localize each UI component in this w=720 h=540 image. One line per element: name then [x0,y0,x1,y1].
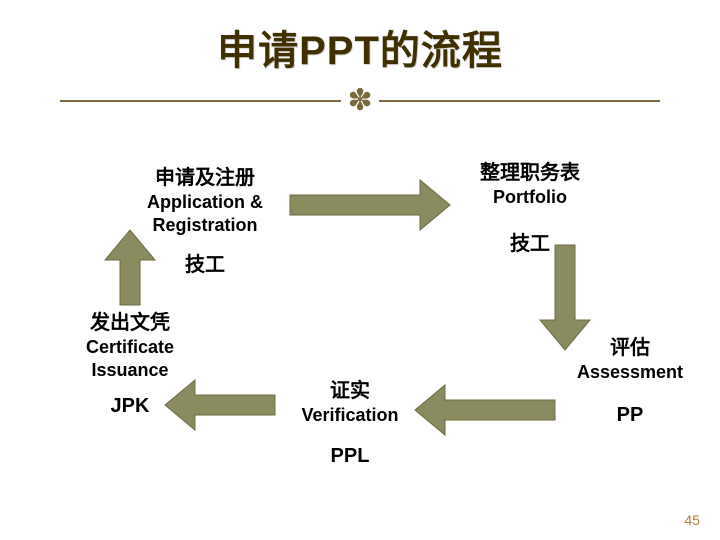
node-cert-en1: Certificate [55,336,205,359]
arrow-assess-verify [415,385,555,435]
page-number: 45 [684,512,700,528]
node-verify: 证实 Verification PPL [275,378,425,469]
node-cert-en2: Issuance [55,359,205,382]
node-assess-en: Assessment [555,361,705,384]
node-apply-en2: Registration [125,214,285,237]
node-assess: 评估 Assessment PP [555,335,705,428]
node-assess-zh: 评估 [555,335,705,361]
node-apply-zh: 申请及注册 [125,165,285,191]
node-cert-tag: JPK [55,393,205,419]
node-portfolio: 整理职务表 Portfolio 技工 [455,160,605,257]
node-portfolio-tag: 技工 [455,231,605,257]
node-verify-en: Verification [275,404,425,427]
node-verify-zh: 证实 [275,378,425,404]
node-cert: 发出文凭 Certificate Issuance JPK [55,310,205,419]
node-apply: 申请及注册 Application & Registration 技工 [125,165,285,278]
node-assess-tag: PP [555,402,705,428]
node-portfolio-zh: 整理职务表 [455,160,605,186]
node-verify-tag: PPL [275,443,425,469]
flow-canvas: 申请及注册 Application & Registration 技工 整理职务… [0,0,720,540]
node-portfolio-en: Portfolio [455,186,605,209]
node-cert-zh: 发出文凭 [55,310,205,336]
arrow-apply-portfolio [290,180,450,230]
node-apply-en1: Application & [125,191,285,214]
node-apply-tag: 技工 [125,252,285,278]
